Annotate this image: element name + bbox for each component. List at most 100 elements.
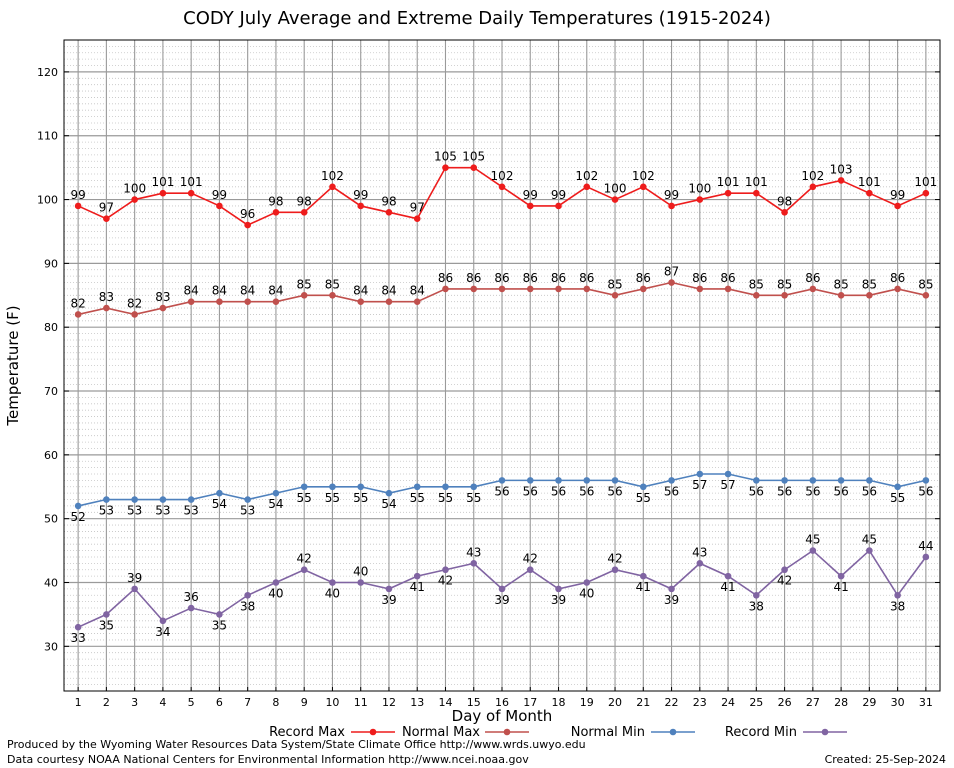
data-point [442,285,449,293]
x-tick-label: 24 [721,696,735,709]
y-tick-label: 40 [44,577,58,590]
data-label: 84 [240,284,255,298]
data-label: 40 [353,565,368,579]
data-point [837,477,845,484]
data-label: 53 [240,504,255,518]
x-tick-label: 9 [301,696,308,709]
data-label: 97 [410,201,425,215]
data-point [413,215,421,223]
data-point [74,311,82,318]
data-point [470,483,478,491]
data-point [639,572,647,580]
data-point [583,579,591,586]
data-point [244,496,251,503]
data-label: 54 [268,497,283,511]
data-label: 52 [70,510,85,524]
data-label: 56 [551,484,566,498]
chart-title: CODY July Average and Extreme Daily Temp… [183,8,771,29]
data-point [526,477,534,484]
data-point [357,202,365,210]
data-point [413,298,421,305]
data-label: 35 [99,618,114,632]
data-label: 53 [184,504,199,518]
data-point [922,189,930,197]
data-point [753,477,760,484]
data-point [724,285,732,293]
data-point [103,304,110,312]
data-point [470,285,478,293]
data-point [555,477,562,484]
x-tick-label: 22 [665,696,679,709]
data-label: 86 [720,271,735,285]
data-point [696,470,704,478]
data-label: 98 [381,194,396,208]
data-label: 83 [99,290,114,304]
data-label: 40 [268,587,283,601]
data-point [244,298,251,305]
data-point [300,483,308,491]
x-tick-label: 28 [834,696,848,709]
x-tick-label: 14 [438,696,452,709]
data-label: 56 [918,484,933,498]
data-label: 102 [491,169,514,183]
x-tick-label: 2 [103,696,110,709]
data-point [498,477,506,484]
data-point [159,304,167,312]
legend-label: Normal Max [402,725,480,740]
data-point [696,560,704,567]
data-point [781,291,788,299]
x-tick-label: 15 [467,696,481,709]
data-point [131,585,138,593]
data-point [103,496,110,503]
data-label: 102 [575,169,598,183]
data-point [103,215,110,223]
x-tick-label: 26 [778,696,792,709]
data-point [866,477,873,484]
data-point [809,285,817,293]
data-label: 54 [381,497,396,511]
data-point [187,604,195,612]
data-label: 86 [466,271,481,285]
data-point [866,189,873,197]
data-label: 85 [297,277,312,291]
data-label: 42 [607,552,622,566]
data-point [357,483,365,491]
data-label: 56 [607,484,622,498]
data-point [329,291,336,299]
data-point [442,566,449,574]
data-label: 44 [918,539,933,553]
y-tick-label: 90 [44,257,58,270]
x-tick-label: 12 [382,696,396,709]
grid-lines [64,39,940,692]
data-label: 55 [325,491,340,505]
data-point [526,285,534,293]
data-point [413,483,421,491]
data-point [724,572,732,580]
legend-marker [821,728,829,736]
data-point [696,285,704,293]
data-label: 102 [321,169,344,183]
data-point [837,177,845,184]
data-label: 87 [664,265,679,279]
data-point [724,470,732,478]
x-tick-label: 3 [131,696,138,709]
data-label: 53 [99,504,114,518]
data-point [216,611,223,618]
legend-marker [369,728,377,736]
data-point [272,579,280,586]
data-point [159,496,167,503]
x-tick-label: 18 [552,696,566,709]
data-label: 57 [720,478,735,492]
x-tick-label: 7 [244,696,251,709]
data-point [668,477,675,484]
data-point [583,183,591,191]
data-point [357,298,365,305]
data-point [781,209,788,216]
x-tick-label: 25 [749,696,763,709]
data-label: 99 [523,188,538,202]
data-point [922,477,930,484]
data-point [74,202,82,210]
x-tick-label: 4 [159,696,166,709]
x-tick-label: 17 [523,696,537,709]
data-label: 101 [745,175,768,189]
